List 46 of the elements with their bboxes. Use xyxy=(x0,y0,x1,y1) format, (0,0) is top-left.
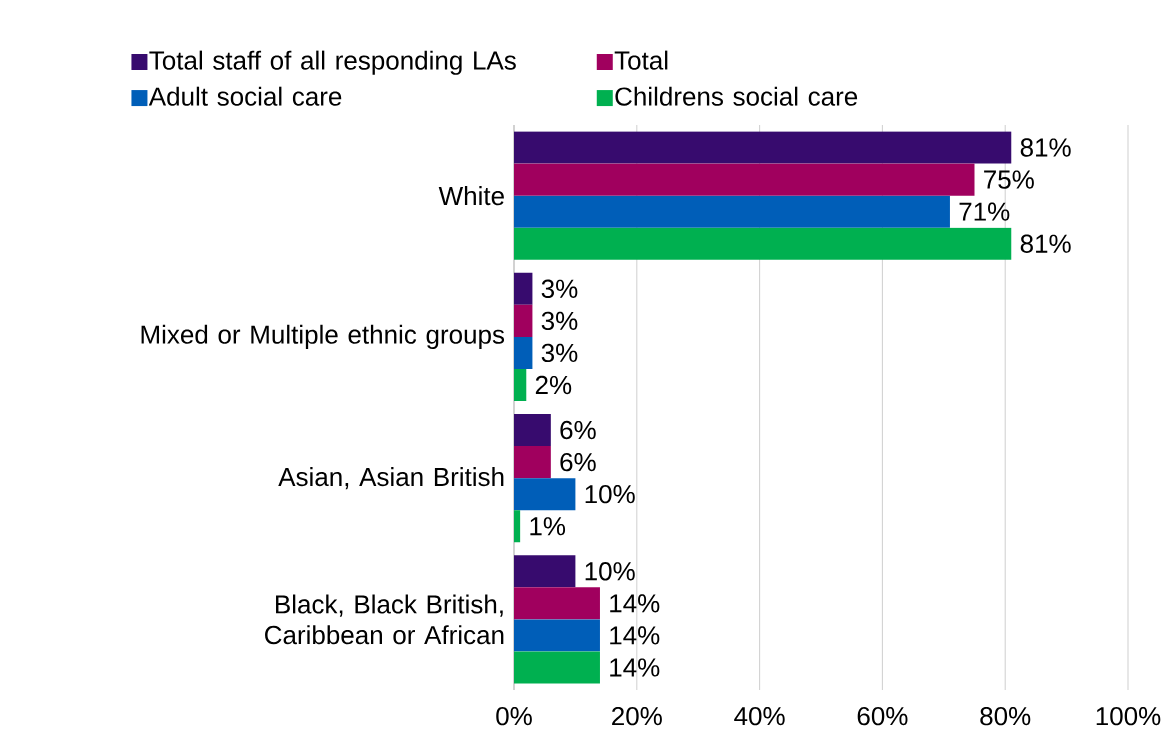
y-tick-label: Black, Black British, Caribbean or African xyxy=(265,594,504,645)
x-tick-label: 20% xyxy=(612,706,662,726)
data-label: 71% xyxy=(959,202,1010,221)
bar xyxy=(514,619,600,652)
bar xyxy=(514,272,533,305)
x-tick-label: 40% xyxy=(734,706,785,726)
bar xyxy=(514,304,533,337)
x-tick-label: 80% xyxy=(980,706,1031,726)
y-tick-label: Mixed or Multiple ethnic groups xyxy=(141,324,505,349)
bar xyxy=(514,195,950,228)
data-label: 10% xyxy=(585,484,635,504)
data-label: 10% xyxy=(585,562,635,581)
data-label: 6% xyxy=(560,420,596,440)
data-label: 3% xyxy=(541,311,578,331)
x-tick-label: 100% xyxy=(1096,706,1161,726)
data-label: 1% xyxy=(530,517,566,536)
bar xyxy=(514,478,576,511)
data-label: 14% xyxy=(610,658,660,677)
bar xyxy=(514,368,527,402)
bar xyxy=(514,336,533,369)
bar xyxy=(514,131,1012,164)
x-tick-label: 0% xyxy=(496,706,532,726)
data-label: 81% xyxy=(1020,138,1071,157)
data-label: 14% xyxy=(610,626,660,645)
bar xyxy=(514,651,600,684)
data-label: 6% xyxy=(560,452,596,472)
bar xyxy=(514,414,551,447)
y-tick-label: Asian, Asian British xyxy=(278,467,504,490)
data-label: 2% xyxy=(535,375,572,395)
legend-label: Adult social care xyxy=(148,86,342,106)
bar xyxy=(514,510,521,543)
data-label: 3% xyxy=(541,343,578,363)
data-label: 81% xyxy=(1020,234,1071,253)
x-tick-label: 60% xyxy=(857,706,908,726)
y-tick-label: White xyxy=(438,186,504,206)
legend-label: Total staff of all responding LAs xyxy=(149,50,516,75)
data-label: 75% xyxy=(984,170,1034,189)
bar xyxy=(514,587,600,620)
legend-label: Total xyxy=(614,50,668,70)
bar xyxy=(514,227,1012,260)
bar xyxy=(514,446,551,479)
bar xyxy=(514,555,576,588)
legend-label: Childrens social care xyxy=(615,86,858,106)
data-label: 14% xyxy=(610,594,660,613)
bar xyxy=(514,163,975,196)
data-label: 3% xyxy=(541,279,578,298)
